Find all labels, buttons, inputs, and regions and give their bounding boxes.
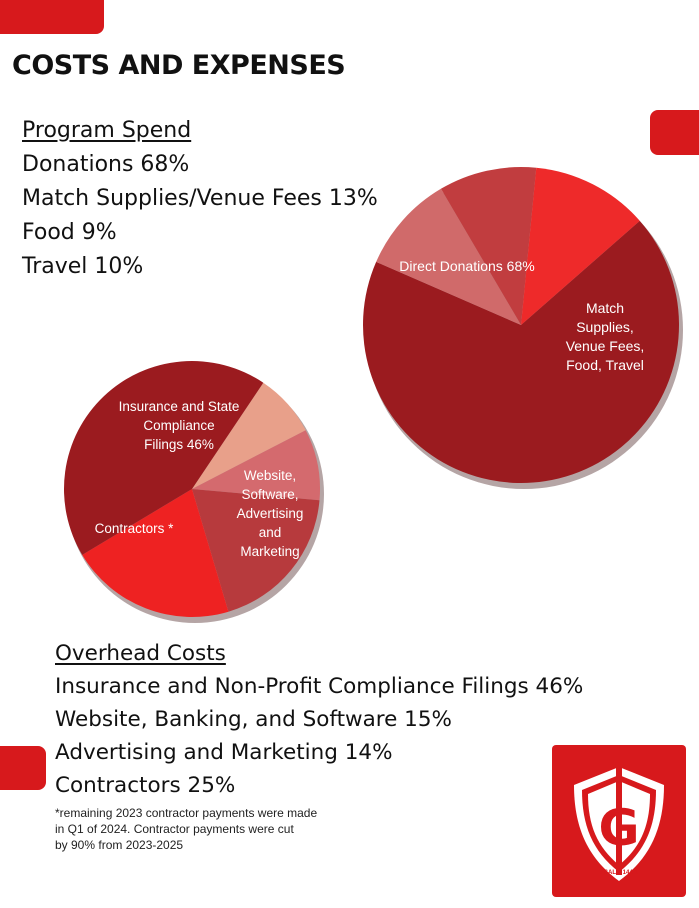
pie-slice-label: Insurance and State Compliance Filings 46%: [119, 399, 240, 452]
pie-label-line: Food, Travel: [566, 357, 644, 373]
pie-slice: [63, 360, 264, 555]
pie-slice: [376, 188, 521, 325]
pie-label-line: Advertising: [237, 506, 304, 521]
overhead-costs-item: Advertising and Marketing 14%: [55, 740, 393, 765]
overhead-costs-item: Website, Banking, and Software 15%: [55, 707, 452, 732]
program-spend-heading: Program Spend: [22, 118, 192, 143]
pie-label-line: Match: [586, 300, 624, 316]
program-spend-section: Program Spend Donations 68% Match Suppli…: [22, 114, 378, 284]
pie-slice: [440, 167, 537, 325]
pie-label-line: Direct Donations 68%: [399, 258, 534, 274]
page-title: COSTS AND EXPENSES: [12, 50, 346, 81]
pie-slice-label: Direct Donations 68%: [399, 258, 534, 274]
footnote-line: by 90% from 2023-2025: [55, 838, 184, 852]
program-spend-item: Donations 68%: [22, 152, 190, 177]
decor-right-bar: [650, 110, 699, 155]
pie-label-line: Website,: [244, 468, 296, 483]
overhead-costs-item: Contractors 25%: [55, 773, 236, 798]
pie-slice: [363, 220, 680, 484]
contractor-footnote: *remaining 2023 contractor payments were…: [55, 805, 317, 853]
pie-label-line: and: [259, 525, 282, 540]
pie-label-line: Supplies,: [576, 319, 634, 335]
pie-slice-label: Contractors *: [95, 521, 175, 536]
pie-slice: [192, 489, 320, 612]
program-spend-pie-chart: Direct Donations 68% Match Supplies, Venue …: [363, 167, 683, 489]
overhead-costs-pie-chart: Website, Software, Advertising and Marketing…: [63, 360, 324, 623]
pie-slice-label: Website, Software, Advertising and Marketing: [237, 468, 304, 559]
pie-label-line: Venue Fees,: [566, 338, 645, 354]
shield-logo-icon: G PSALM 144:1: [574, 753, 664, 881]
pie-label-line: Compliance: [143, 418, 214, 433]
overhead-costs-item: Insurance and Non-Profit Compliance Fili…: [55, 674, 584, 699]
pie-slice: [192, 430, 320, 501]
decor-left-bar: [0, 746, 46, 790]
footnote-line: *remaining 2023 contractor payments were…: [55, 806, 318, 820]
footnote-line: in Q1 of 2024. Contractor payments were …: [55, 822, 294, 836]
pie-slice: [192, 382, 306, 489]
pie-label-line: Software,: [241, 487, 298, 502]
pie-slice-label: Match Supplies, Venue Fees, Food, Travel: [566, 300, 645, 373]
program-spend-item: Food 9%: [22, 220, 117, 245]
program-spend-item: Travel 10%: [22, 254, 144, 279]
logo-letter: G: [598, 799, 639, 857]
pie-label-line: Insurance and State: [119, 399, 240, 414]
overhead-costs-section: Overhead Costs Insurance and Non-Profit …: [55, 637, 583, 802]
pie-slice: [521, 167, 640, 325]
pie-label-line: Filings 46%: [144, 437, 214, 452]
logo-caption: PSALM 144:1: [600, 870, 639, 876]
overhead-costs-heading: Overhead Costs: [55, 641, 226, 666]
organization-logo: G PSALM 144:1: [552, 745, 686, 897]
pie-slice: [82, 489, 229, 618]
pie-label-line: Marketing: [240, 544, 299, 559]
decor-top-bar: [0, 0, 104, 34]
pie-label-line: Contractors *: [95, 521, 175, 536]
program-spend-item: Match Supplies/Venue Fees 13%: [22, 186, 378, 211]
